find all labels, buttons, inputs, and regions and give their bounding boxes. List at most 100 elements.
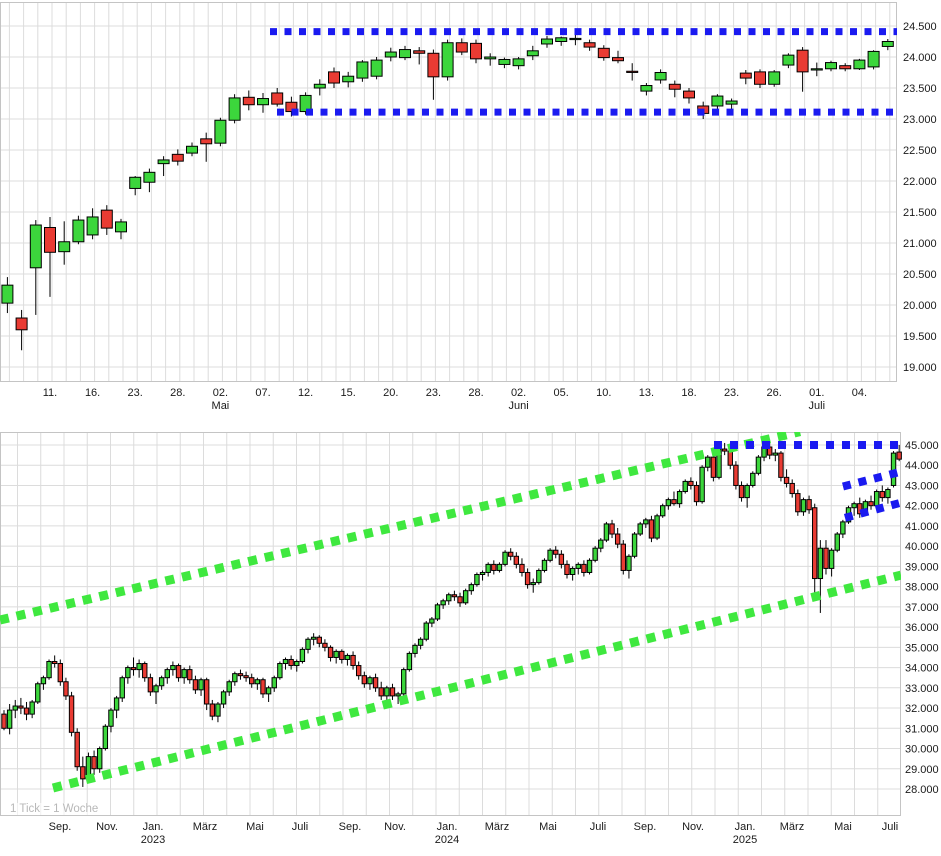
y-axis-label: 34.000 [905, 663, 939, 675]
x-axis-label: Juli [882, 821, 899, 833]
candle-up [484, 56, 497, 60]
x-axis-label: Sep. [49, 821, 72, 833]
candle-up [186, 145, 198, 154]
x-axis-label: Jan. [735, 821, 756, 833]
candle-down [147, 677, 154, 693]
candle-down [355, 665, 362, 677]
candle-down [879, 491, 885, 499]
candle-down [187, 669, 193, 681]
candle-up [108, 709, 114, 727]
candle-down [806, 499, 812, 511]
candle-up [725, 100, 738, 105]
candle-up [356, 61, 369, 79]
candle-up [412, 644, 418, 654]
candle-down [839, 65, 852, 70]
candle-down [350, 654, 356, 667]
y-axis-label: 23.000 [903, 114, 937, 126]
candle-up [446, 594, 452, 602]
candle-up [215, 703, 221, 717]
candle-up [853, 59, 866, 70]
candle-up [305, 638, 311, 650]
candle-down [721, 448, 728, 452]
daily-candlestick-chart: 24.500 24.000 23.500 23.000 22.500 22.000 21.5… [0, 0, 941, 420]
candle-up [157, 159, 170, 165]
candle-down [44, 226, 56, 253]
candle-up [313, 83, 326, 89]
candle-up [817, 547, 824, 580]
y-axis-label: 32.000 [905, 703, 939, 715]
candle-up [873, 491, 880, 507]
candle-down [57, 663, 63, 683]
candle-up [810, 68, 823, 71]
x-axis-label: Nov. [384, 821, 406, 833]
candle-up [502, 551, 508, 565]
candle-up [46, 661, 52, 679]
candle-up [834, 533, 840, 551]
x-axis-label: Sep. [634, 821, 657, 833]
candle-down [796, 49, 809, 73]
y-axis-label: 20.000 [903, 300, 937, 312]
candle-down [470, 42, 482, 60]
candle-down [727, 450, 733, 466]
x-axis-sub-label: 2024 [435, 834, 459, 846]
candle-down [823, 547, 829, 569]
candle-down [80, 766, 86, 780]
candle-up [530, 582, 536, 586]
candle-down [361, 675, 368, 685]
candle-down [783, 476, 790, 484]
x-axis-label: 13. [639, 387, 654, 399]
candle-up [342, 75, 355, 83]
candle-down [91, 756, 97, 770]
candle-down [192, 679, 199, 691]
candle-up [129, 176, 142, 189]
candle-down [789, 482, 795, 495]
candle-down [327, 646, 334, 658]
candle-up [423, 622, 429, 640]
candle-down [688, 480, 694, 486]
candle-down [683, 90, 695, 99]
candle-up [479, 571, 486, 575]
plot-border [0, 432, 901, 816]
candle-down [322, 642, 328, 648]
candle-up [181, 669, 187, 679]
candle-up [592, 547, 598, 561]
x-axis-label: 16. [85, 387, 100, 399]
candle-up [750, 472, 756, 486]
y-axis-label: 28.000 [905, 784, 939, 796]
candle-up [102, 725, 109, 750]
y-axis-label: 29.000 [905, 764, 939, 776]
candle-up [344, 654, 351, 660]
candle-up [228, 97, 241, 121]
candle-up [294, 661, 300, 667]
candle-up [395, 693, 401, 697]
candle-down [612, 57, 624, 62]
candle-down [868, 501, 874, 507]
candle-up [800, 499, 807, 513]
candle-down [18, 705, 24, 709]
x-axis-label: 28. [170, 387, 185, 399]
candle-up [119, 677, 125, 699]
candle-up [682, 480, 688, 493]
candle-down [564, 563, 570, 575]
candle-up [569, 37, 582, 41]
candle-up [575, 563, 581, 569]
y-axis-label: 37.000 [905, 602, 939, 614]
candle-down [63, 681, 69, 697]
candle-up [755, 456, 762, 474]
candle-up [226, 681, 232, 693]
candle-down [200, 138, 213, 145]
x-axis-sub-label: Juli [809, 400, 826, 412]
x-axis-label: März [193, 821, 217, 833]
candle-up [626, 555, 632, 571]
y-axis-label: 22.000 [903, 176, 937, 188]
candle-up [170, 665, 176, 671]
candle-up [867, 50, 880, 68]
y-axis-label: 44.000 [905, 460, 939, 472]
x-axis-label: 23. [426, 387, 441, 399]
y-axis-label: 24.500 [903, 21, 937, 33]
candle-up [6, 709, 13, 729]
candle-series [1, 29, 894, 351]
candle-down [491, 563, 497, 571]
x-axis-label: 15. [341, 387, 356, 399]
flag-lower-line [843, 498, 901, 522]
